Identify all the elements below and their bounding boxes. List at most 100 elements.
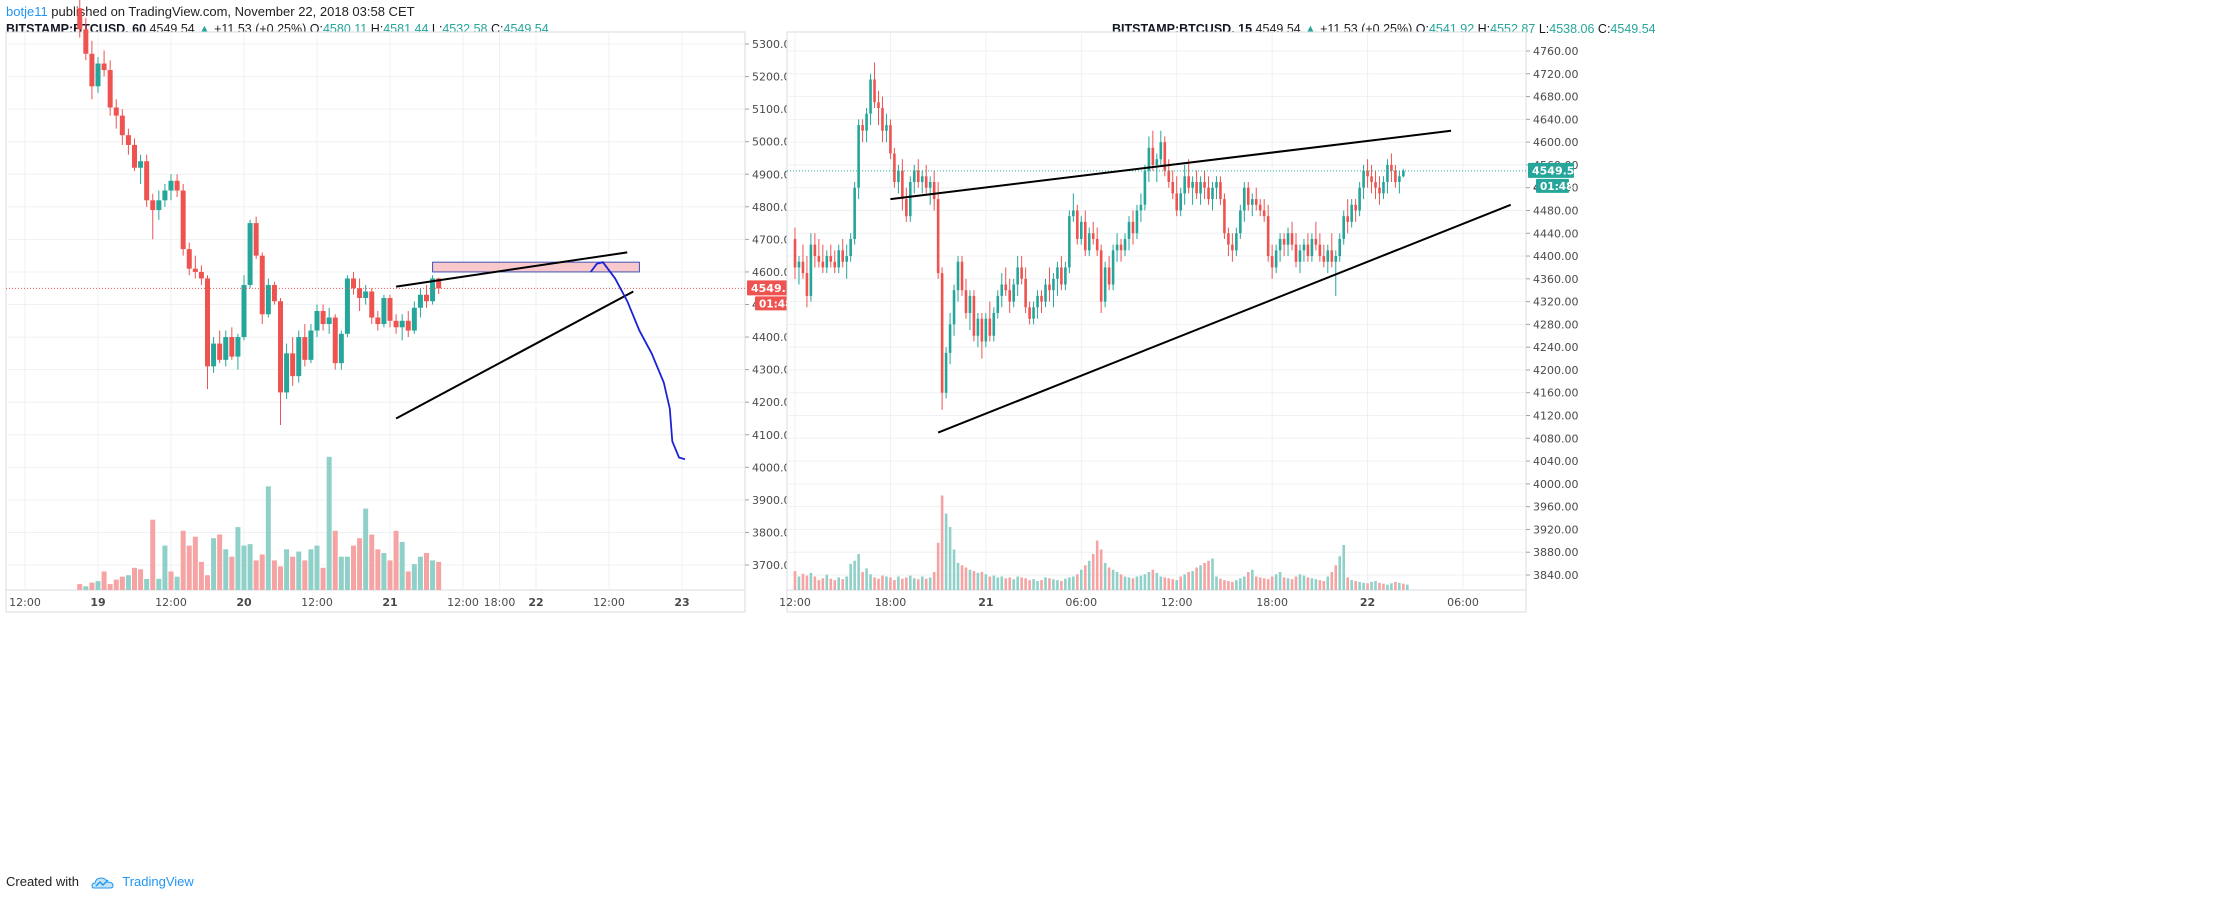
candle bbox=[952, 284, 956, 336]
upper-trendline[interactable] bbox=[890, 129, 1452, 201]
volume-bar bbox=[1195, 567, 1198, 590]
candle-body bbox=[1103, 267, 1107, 302]
y-tick-label: 4700.00 bbox=[752, 233, 798, 246]
candle bbox=[1382, 176, 1385, 200]
candle bbox=[1314, 221, 1318, 251]
candle bbox=[861, 119, 864, 143]
candle-body bbox=[1370, 176, 1373, 182]
candle bbox=[1239, 204, 1242, 239]
candle-body bbox=[241, 284, 247, 338]
y-tick-label: 4440.00 bbox=[1533, 227, 1579, 240]
volume-bar bbox=[916, 579, 920, 590]
candle bbox=[984, 313, 988, 348]
candle bbox=[1056, 261, 1059, 296]
candle-body bbox=[952, 290, 956, 325]
volume-bar bbox=[1306, 577, 1310, 590]
candle bbox=[849, 233, 852, 262]
candle-body bbox=[813, 244, 817, 257]
candle bbox=[1091, 221, 1095, 245]
candle-body bbox=[893, 153, 896, 182]
candle bbox=[1346, 199, 1349, 234]
volume-bar bbox=[113, 579, 119, 590]
volume-bar bbox=[849, 563, 852, 590]
volume-bar bbox=[1294, 576, 1298, 590]
candle-body bbox=[857, 125, 860, 188]
volume-bar bbox=[1350, 580, 1353, 590]
volume-bar bbox=[1159, 576, 1163, 590]
candle-body bbox=[1342, 216, 1346, 239]
drawing-annotations[interactable] bbox=[395, 251, 686, 461]
candle-body bbox=[1330, 250, 1334, 262]
candle bbox=[817, 238, 821, 268]
candle-body bbox=[1036, 295, 1039, 308]
candle-body bbox=[351, 278, 356, 289]
volume-bar bbox=[920, 576, 924, 590]
candle-body bbox=[436, 278, 442, 289]
candle bbox=[1103, 261, 1107, 308]
y-tick-label: 3920.00 bbox=[1533, 523, 1579, 536]
candle bbox=[1219, 176, 1222, 205]
lower-trendline[interactable] bbox=[937, 203, 1512, 434]
candle-body bbox=[1004, 284, 1008, 291]
volume-bar bbox=[1270, 576, 1274, 590]
candle bbox=[853, 182, 856, 245]
candle bbox=[278, 297, 283, 425]
candle bbox=[241, 275, 247, 341]
candle bbox=[916, 159, 920, 188]
chart-panel-1h[interactable]: 3700.00 3800.00 3900.00 4000.00 4100.00 4200.… bbox=[5, 0, 801, 613]
volume-bar bbox=[1366, 583, 1369, 590]
candle-body bbox=[1183, 176, 1186, 194]
candle-body bbox=[901, 170, 904, 200]
candle bbox=[1008, 278, 1012, 313]
volume-bar bbox=[996, 577, 1000, 590]
candle bbox=[948, 313, 952, 365]
volume-bar bbox=[936, 542, 940, 590]
candle bbox=[1286, 227, 1290, 257]
y-tick-label: 4000.00 bbox=[1533, 478, 1579, 491]
publish-header: botje11 published on TradingView.com, No… bbox=[6, 3, 415, 21]
lower-trendline[interactable] bbox=[395, 290, 634, 420]
volume-bar bbox=[1370, 581, 1373, 590]
volume-bar bbox=[1286, 578, 1290, 590]
candle bbox=[205, 275, 210, 390]
candle bbox=[837, 244, 841, 274]
resistance-zone[interactable] bbox=[432, 261, 640, 273]
volume-bar bbox=[1028, 580, 1031, 590]
candle-body bbox=[320, 311, 326, 325]
drawing-annotations[interactable] bbox=[890, 129, 1512, 434]
plot-area[interactable] bbox=[5, 31, 746, 591]
candle bbox=[1223, 193, 1226, 239]
volume-bar bbox=[77, 584, 83, 590]
candle-body bbox=[1044, 284, 1047, 302]
candle bbox=[1402, 168, 1405, 178]
candle-body bbox=[905, 199, 908, 217]
candle-body bbox=[1187, 176, 1190, 188]
candle-body bbox=[1143, 170, 1147, 205]
plot-area[interactable] bbox=[786, 31, 1527, 591]
candle bbox=[168, 174, 174, 201]
x-tick-label: 23 bbox=[674, 596, 689, 609]
upper-trendline[interactable] bbox=[395, 251, 628, 288]
y-tick-label: 4320.00 bbox=[1533, 296, 1579, 309]
candle bbox=[905, 187, 908, 222]
candle-body bbox=[928, 182, 932, 188]
candle-body bbox=[424, 294, 429, 302]
candle-body bbox=[430, 278, 436, 302]
author-link[interactable]: botje11 bbox=[6, 4, 48, 19]
volume-bar bbox=[363, 508, 369, 590]
candle-body bbox=[1024, 278, 1027, 308]
volume-bar bbox=[235, 527, 241, 590]
candle-body bbox=[1402, 170, 1405, 177]
projected-path[interactable] bbox=[590, 261, 686, 461]
volume-bar bbox=[928, 577, 932, 590]
chart-panel-15m[interactable]: 3840.00 3880.00 3920.00 3960.00 4000.00 4040.… bbox=[779, 31, 1582, 613]
volume-bar bbox=[375, 549, 381, 590]
candle bbox=[1068, 210, 1071, 274]
tradingview-link[interactable]: TradingView bbox=[122, 874, 194, 889]
candle bbox=[1235, 227, 1238, 257]
volume-bar bbox=[1064, 578, 1067, 590]
candle-body bbox=[198, 271, 204, 279]
candle bbox=[296, 330, 302, 383]
candle-body bbox=[976, 318, 980, 336]
